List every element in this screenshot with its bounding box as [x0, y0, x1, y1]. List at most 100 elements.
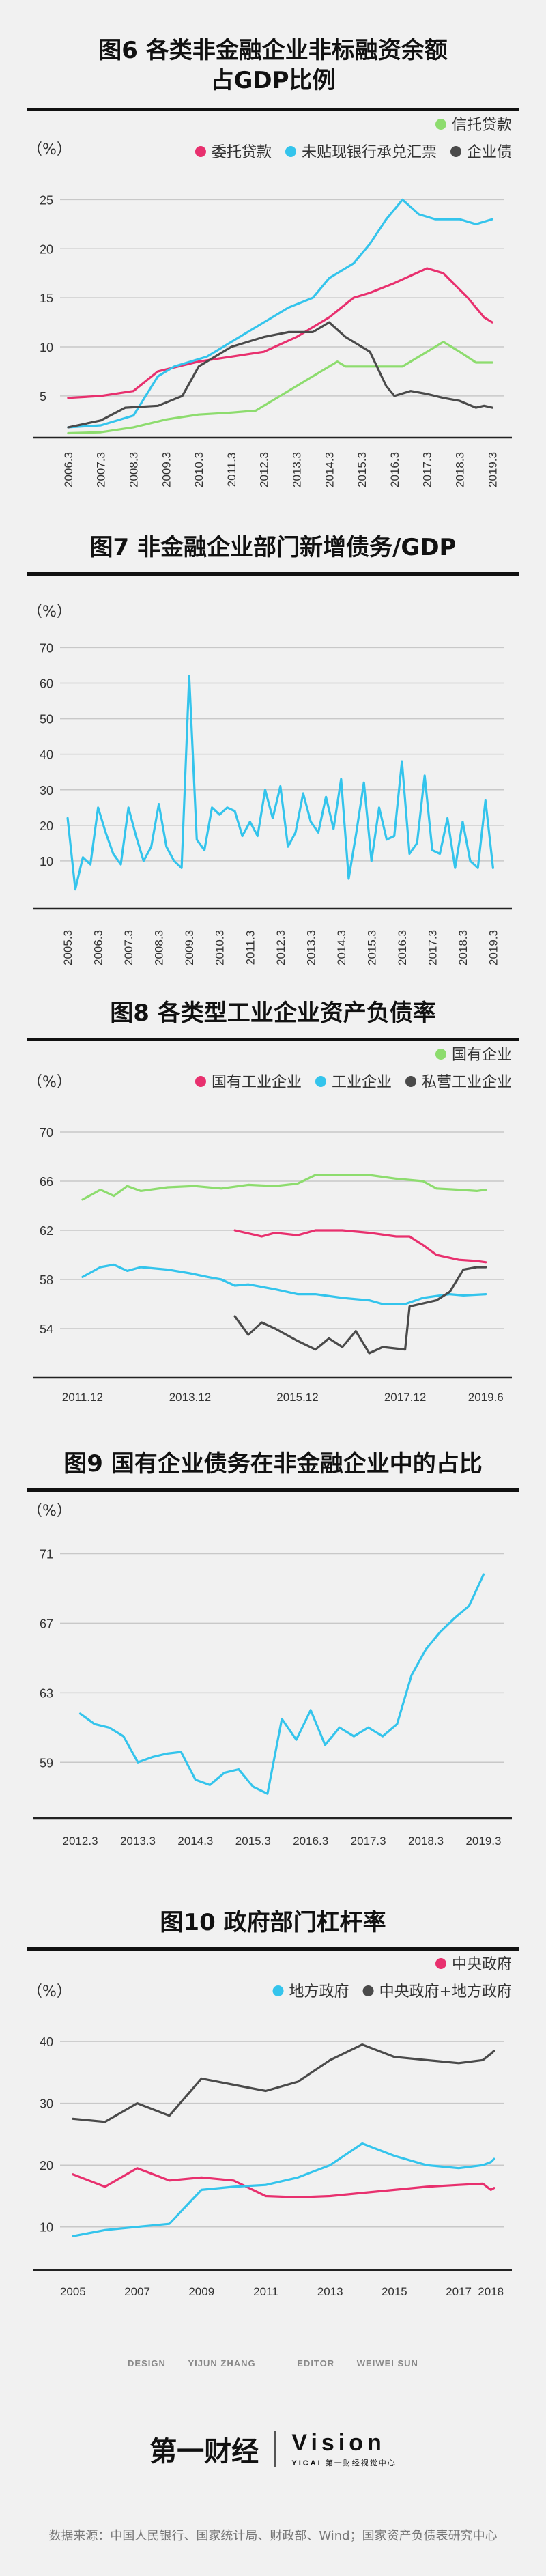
y-tick-label: 40	[40, 748, 53, 762]
series-line	[81, 1263, 487, 1305]
x-tick-label: 2010.3	[192, 452, 205, 487]
x-tick-label: 2005.3	[61, 930, 74, 965]
x-tick-label: 2014.3	[177, 1835, 213, 1848]
design-credit: DESIGN YIJUN ZHANG	[118, 2358, 265, 2368]
yicai-logo: 第一财经	[149, 2436, 259, 2467]
editor-label: EDITOR	[297, 2358, 335, 2368]
legend-label: 国有工业企业	[212, 1074, 302, 1091]
x-tick-label: 2009.3	[183, 930, 196, 965]
legend-marker	[272, 1985, 284, 1996]
title-line-2: 占GDP比例	[210, 67, 336, 94]
legend-marker	[450, 146, 461, 157]
legend-label: 工业企业	[332, 1074, 392, 1091]
x-tick-label: 2007.3	[95, 452, 108, 487]
vision-logo: Vision YICAI 第一财经视觉中心	[291, 2431, 396, 2468]
chart-svg: （%） 10 20 30 40 50 60 70 2005.3 2006.3 2007.3 2008.…	[27, 604, 512, 965]
credits: DESIGN YIJUN ZHANG EDITOR WEIWEI SUN	[0, 2358, 546, 2368]
y-unit-label: （%）	[27, 604, 72, 621]
title-rule	[27, 1488, 519, 1492]
x-tick-label: 2014.3	[323, 452, 336, 487]
series-line	[72, 2167, 495, 2198]
y-tick-label: 10	[40, 2221, 53, 2235]
x-tick-label: 2013.3	[120, 1835, 156, 1848]
series-line	[67, 267, 493, 399]
title-line-1: 图8 各类型工业企业资产负债率	[110, 1000, 436, 1027]
x-tick-label: 2016.3	[388, 452, 401, 487]
chart-title: 图6 各类非金融企业非标融资余额 占GDP比例	[0, 36, 546, 96]
legend-label: 信托贷款	[452, 117, 512, 134]
legend-marker	[195, 146, 206, 157]
vision-logo-yicai: YICAI	[291, 2459, 322, 2467]
x-tick-label: 2009	[188, 2285, 214, 2298]
series-line	[72, 2043, 495, 2123]
series-line	[233, 1229, 487, 1264]
x-tick-label: 2019.3	[487, 930, 500, 965]
legend-marker	[195, 1076, 206, 1087]
legend-label: 中央政府	[452, 1956, 512, 1973]
y-tick-label: 60	[40, 677, 53, 691]
y-tick-label: 70	[40, 1126, 53, 1140]
x-tick-label: 2012.3	[274, 930, 287, 965]
legend-label: 企业债	[467, 144, 512, 161]
y-tick-label: 10	[40, 855, 53, 868]
x-tick-label: 2013.3	[291, 452, 304, 487]
x-tick-label: 2018.3	[408, 1835, 444, 1848]
legend-label: 委托贷款	[212, 144, 272, 161]
legend-marker	[435, 119, 446, 130]
data-source: 数据来源：中国人民银行、国家统计局、财政部、Wind；国家资产负债表研究中心	[48, 2529, 498, 2543]
x-tick-label: 2007	[124, 2285, 150, 2298]
editor-name: WEIWEI SUN	[356, 2358, 418, 2368]
chart-svg: （%） 54 58 62 66 70 2011.12 2013.12 2015.12 2017.1…	[27, 1047, 512, 1404]
logos: 第一财经 Vision YICAI 第一财经视觉中心	[0, 2429, 546, 2469]
x-tick-label: 2013.12	[169, 1391, 211, 1404]
y-tick-label: 30	[40, 784, 53, 797]
chart-svg: （%） 10 20 30 40 2005 2007 2009 2011 2013 2015 2017 2…	[27, 1956, 512, 2298]
x-tick-label: 2014.3	[335, 930, 348, 965]
chart-svg: （%） 5 10 15 20 25 2006.3 2007.3 2008.3 2009.3 2010…	[27, 117, 512, 487]
title-line-1: 图7 非金融企业部门新增债务/GDP	[89, 534, 457, 561]
y-unit-label: （%）	[27, 1503, 72, 1520]
title-rule	[27, 572, 519, 576]
legend-marker	[435, 1958, 446, 1969]
x-tick-label: 2007.3	[122, 930, 135, 965]
x-tick-label: 2018.3	[453, 452, 466, 487]
legend-label: 中央政府+地方政府	[379, 1983, 512, 2000]
y-tick-label: 20	[40, 819, 53, 833]
vision-logo-word: Vision	[291, 2429, 386, 2456]
legend-label: 国有企业	[452, 1047, 512, 1064]
design-label: DESIGN	[128, 2358, 166, 2368]
y-tick-label: 40	[40, 2035, 53, 2049]
series-line	[78, 1573, 485, 1795]
x-tick-label: 2018	[478, 2285, 504, 2298]
x-tick-label: 2015.12	[276, 1391, 318, 1404]
y-tick-label: 70	[40, 641, 53, 655]
x-tick-label: 2008.3	[153, 930, 166, 965]
x-tick-label: 2008.3	[128, 452, 141, 487]
series-line	[233, 1266, 487, 1355]
x-tick-label: 2010.3	[214, 930, 227, 965]
x-tick-label: 2009.3	[160, 452, 173, 487]
x-tick-label: 2005	[60, 2285, 86, 2298]
x-tick-label: 2017	[446, 2285, 472, 2298]
x-tick-label: 2015.3	[356, 452, 369, 487]
y-tick-label: 67	[40, 1617, 53, 1630]
editor-credit: EDITOR WEIWEI SUN	[287, 2358, 428, 2368]
x-tick-label: 2015.3	[365, 930, 378, 965]
x-tick-label: 2018.3	[457, 930, 470, 965]
legend-label: 私营工业企业	[422, 1074, 512, 1091]
title-line-1: 图9 国有企业债务在非金融企业中的占比	[63, 1450, 483, 1477]
legend-marker	[315, 1076, 326, 1087]
x-tick-label: 2012.3	[258, 452, 271, 487]
series-line	[67, 341, 493, 435]
x-tick-label: 2016.3	[396, 930, 409, 965]
x-tick-label: 2015.3	[235, 1835, 271, 1848]
title-line-1: 图10 政府部门杠杆率	[160, 1909, 386, 1936]
legend-marker	[285, 146, 296, 157]
series-line	[66, 675, 494, 891]
series-line	[81, 1174, 487, 1201]
y-tick-label: 66	[40, 1175, 53, 1189]
x-tick-label: 2019.3	[486, 452, 499, 487]
x-tick-label: 2017.3	[421, 452, 434, 487]
y-tick-label: 54	[40, 1322, 53, 1336]
y-tick-label: 71	[40, 1547, 53, 1561]
